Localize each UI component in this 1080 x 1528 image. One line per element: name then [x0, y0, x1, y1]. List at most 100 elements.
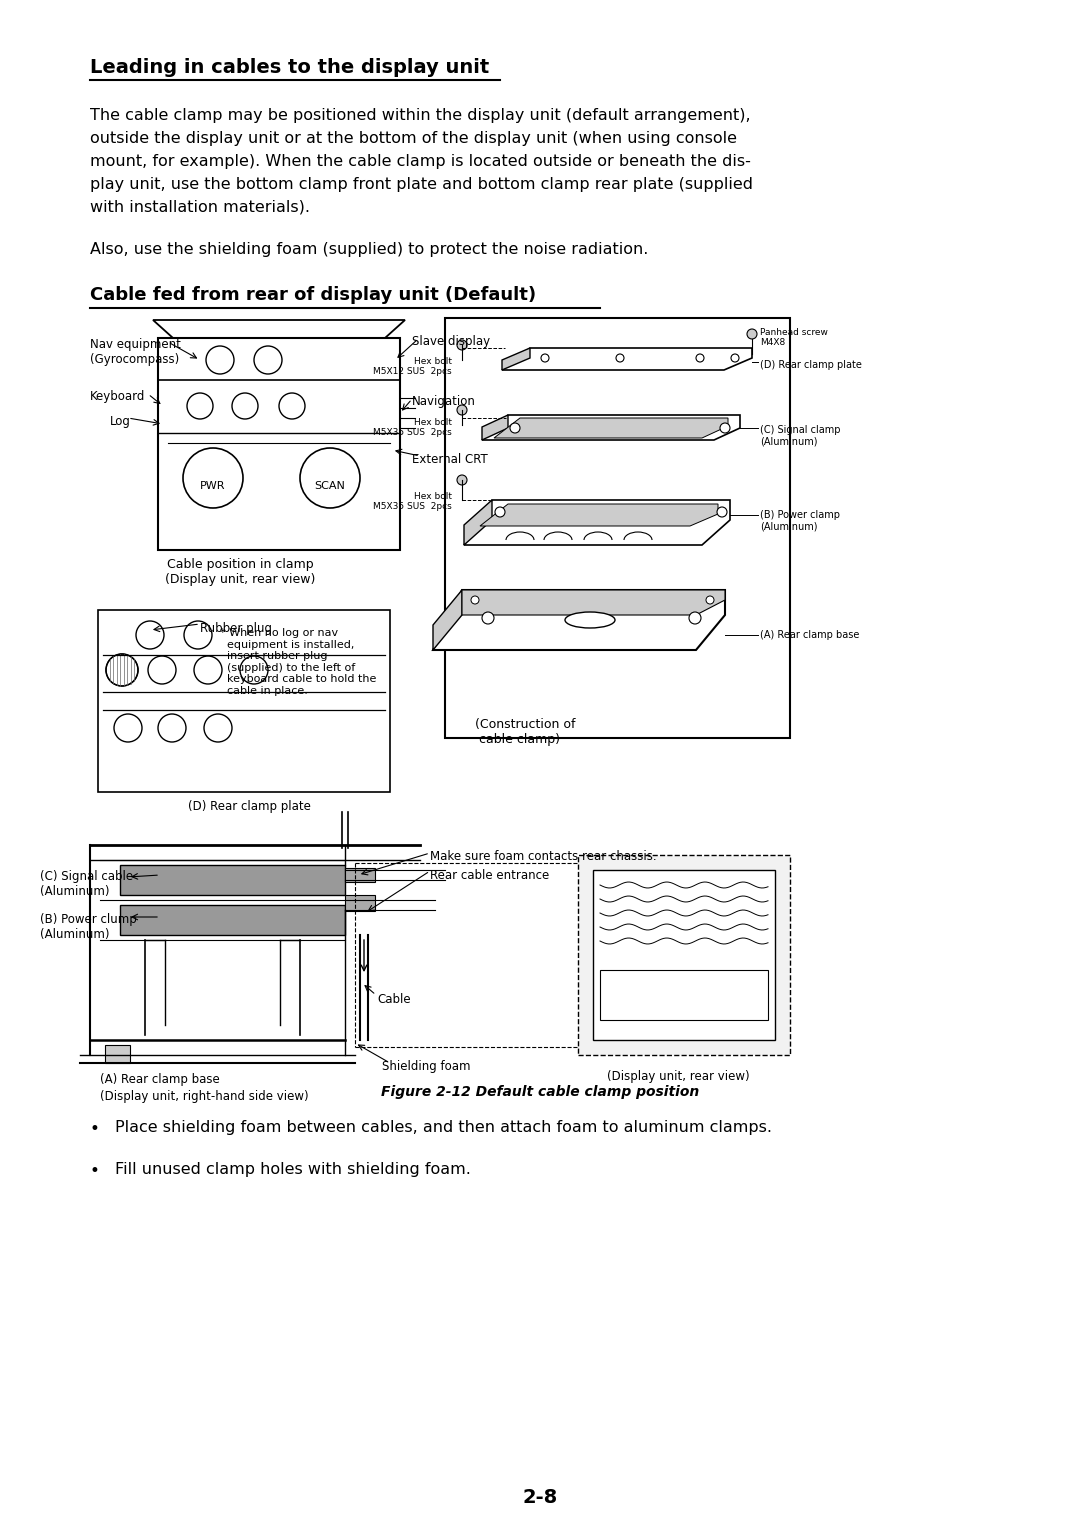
- Text: 2-8: 2-8: [523, 1488, 557, 1507]
- Text: Rubber plug: Rubber plug: [200, 622, 272, 636]
- Circle shape: [457, 475, 467, 484]
- Text: Rear cable entrance: Rear cable entrance: [430, 869, 550, 882]
- Text: Cable: Cable: [377, 993, 410, 1005]
- Bar: [345, 868, 375, 882]
- Polygon shape: [464, 500, 730, 545]
- Text: Slave display: Slave display: [411, 335, 490, 348]
- Polygon shape: [502, 348, 530, 370]
- Text: * When no log or nav
  equipment is installed,
  insert rubber plug
  (supplied): * When no log or nav equipment is instal…: [220, 628, 376, 695]
- Circle shape: [510, 423, 519, 432]
- Text: Cable fed from rear of display unit (Default): Cable fed from rear of display unit (Def…: [90, 286, 536, 304]
- Text: Also, use the shielding foam (supplied) to protect the noise radiation.: Also, use the shielding foam (supplied) …: [90, 241, 648, 257]
- Circle shape: [731, 354, 739, 362]
- Circle shape: [685, 975, 715, 1005]
- Circle shape: [706, 596, 714, 604]
- Circle shape: [158, 714, 186, 743]
- Circle shape: [232, 393, 258, 419]
- Circle shape: [720, 423, 730, 432]
- Circle shape: [187, 393, 213, 419]
- Circle shape: [240, 656, 268, 685]
- Bar: [600, 970, 768, 1021]
- Text: Shielding foam: Shielding foam: [382, 1060, 471, 1073]
- Circle shape: [645, 975, 675, 1005]
- Text: (B) Power clamp
(Aluminum): (B) Power clamp (Aluminum): [760, 510, 840, 532]
- Text: Fill unused clamp holes with shielding foam.: Fill unused clamp holes with shielding f…: [114, 1161, 471, 1177]
- Polygon shape: [433, 590, 725, 649]
- Bar: [120, 905, 345, 935]
- Text: (C) Signal clamp
(Aluminum): (C) Signal clamp (Aluminum): [760, 425, 840, 446]
- Text: (A) Rear clamp base: (A) Rear clamp base: [100, 1073, 219, 1086]
- Circle shape: [616, 354, 624, 362]
- Ellipse shape: [565, 613, 615, 628]
- Text: outside the display unit or at the bottom of the display unit (when using consol: outside the display unit or at the botto…: [90, 131, 737, 147]
- Circle shape: [206, 345, 234, 374]
- Circle shape: [106, 654, 138, 686]
- Text: Panhead screw
M4X8: Panhead screw M4X8: [760, 329, 828, 347]
- Bar: [120, 865, 345, 895]
- Circle shape: [495, 507, 505, 516]
- Text: Navigation: Navigation: [411, 396, 476, 408]
- Circle shape: [204, 714, 232, 743]
- Text: External CRT: External CRT: [411, 452, 488, 466]
- Bar: [158, 338, 400, 550]
- Text: Nav equipment
(Gyrocompass): Nav equipment (Gyrocompass): [90, 338, 180, 367]
- Circle shape: [114, 714, 141, 743]
- Text: (D) Rear clamp plate: (D) Rear clamp plate: [188, 801, 311, 813]
- Text: (A) Rear clamp base: (A) Rear clamp base: [760, 630, 860, 640]
- Bar: [98, 610, 390, 792]
- Bar: [593, 869, 775, 1041]
- Text: Log: Log: [110, 416, 131, 428]
- Text: (B) Power clump
(Aluminum): (B) Power clump (Aluminum): [40, 914, 137, 941]
- Polygon shape: [480, 504, 718, 526]
- Circle shape: [747, 329, 757, 339]
- Text: mount, for example). When the cable clamp is located outside or beneath the dis-: mount, for example). When the cable clam…: [90, 154, 751, 170]
- Circle shape: [689, 613, 701, 623]
- Text: play unit, use the bottom clamp front plate and bottom clamp rear plate (supplie: play unit, use the bottom clamp front pl…: [90, 177, 753, 193]
- Circle shape: [148, 656, 176, 685]
- Circle shape: [717, 507, 727, 516]
- Text: (Display unit, rear view): (Display unit, rear view): [607, 1070, 750, 1083]
- Text: •: •: [90, 1120, 99, 1138]
- Polygon shape: [482, 416, 508, 440]
- Circle shape: [457, 341, 467, 350]
- Circle shape: [183, 448, 243, 507]
- Circle shape: [605, 975, 635, 1005]
- Polygon shape: [153, 319, 405, 338]
- Polygon shape: [494, 419, 728, 439]
- Text: •: •: [90, 1161, 99, 1180]
- Text: Hex bolt
M5X35 SUS  2pcs: Hex bolt M5X35 SUS 2pcs: [374, 419, 453, 437]
- Circle shape: [482, 613, 494, 623]
- Circle shape: [279, 393, 305, 419]
- Text: Cable position in clamp
(Display unit, rear view): Cable position in clamp (Display unit, r…: [165, 558, 315, 587]
- Polygon shape: [462, 590, 725, 614]
- Bar: [578, 856, 789, 1054]
- Text: The cable clamp may be positioned within the display unit (default arrangement),: The cable clamp may be positioned within…: [90, 108, 751, 122]
- Text: (Construction of
 cable clamp): (Construction of cable clamp): [475, 718, 576, 746]
- Bar: [345, 895, 375, 911]
- Text: SCAN: SCAN: [314, 481, 346, 490]
- Circle shape: [136, 620, 164, 649]
- Circle shape: [184, 620, 212, 649]
- Circle shape: [254, 345, 282, 374]
- Text: Leading in cables to the display unit: Leading in cables to the display unit: [90, 58, 489, 76]
- Text: Make sure foam contacts rear chassis.: Make sure foam contacts rear chassis.: [430, 850, 657, 863]
- Text: Hex bolt
M5X12 SUS  2pcs: Hex bolt M5X12 SUS 2pcs: [374, 358, 453, 376]
- Text: with installation materials).: with installation materials).: [90, 200, 310, 215]
- Bar: [445, 318, 789, 738]
- Text: Place shielding foam between cables, and then attach foam to aluminum clamps.: Place shielding foam between cables, and…: [114, 1120, 772, 1135]
- Circle shape: [471, 596, 480, 604]
- Text: Keyboard: Keyboard: [90, 390, 146, 403]
- Bar: [105, 1045, 130, 1063]
- Circle shape: [457, 405, 467, 416]
- Polygon shape: [433, 590, 462, 649]
- Text: (C) Signal cable
(Aluminum): (C) Signal cable (Aluminum): [40, 869, 133, 898]
- Circle shape: [300, 448, 360, 507]
- Polygon shape: [502, 348, 752, 370]
- Polygon shape: [482, 416, 740, 440]
- Text: (D) Rear clamp plate: (D) Rear clamp plate: [760, 361, 862, 370]
- Polygon shape: [464, 500, 492, 545]
- Text: PWR: PWR: [200, 481, 226, 490]
- Circle shape: [194, 656, 222, 685]
- Circle shape: [696, 354, 704, 362]
- Text: Hex bolt
M5X35 SUS  2pcs: Hex bolt M5X35 SUS 2pcs: [374, 492, 453, 512]
